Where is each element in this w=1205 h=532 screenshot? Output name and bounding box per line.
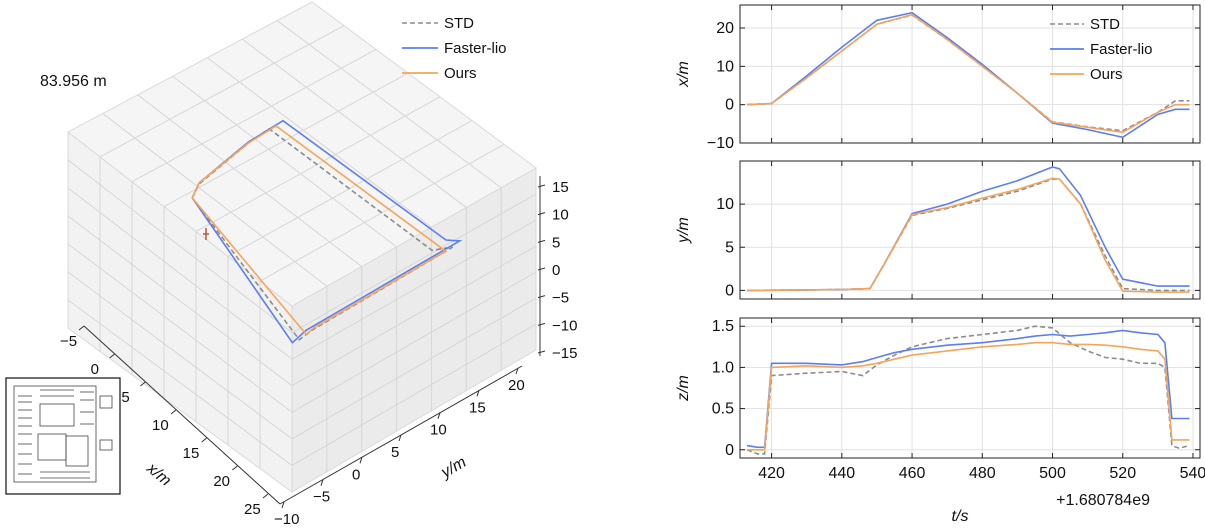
series-line-std bbox=[746, 325, 1190, 455]
floorplan-inset bbox=[5, 377, 121, 495]
y-tick-label: 0 bbox=[725, 442, 734, 459]
y-tick-label-3d: −10 bbox=[274, 511, 299, 527]
y-axis-label: x/m bbox=[675, 61, 692, 88]
z-tick-label-3d: 5 bbox=[552, 234, 560, 251]
y-tick-label: 1.5 bbox=[712, 318, 734, 335]
legend-3d-label-std: STD bbox=[444, 15, 474, 32]
y-tick-label-3d: 5 bbox=[391, 444, 399, 461]
legend-3d-label-fasterlio: Faster-lio bbox=[444, 40, 507, 57]
x-offset-label: +1.680784e9 bbox=[1056, 492, 1150, 509]
y-tick-label-3d: 15 bbox=[469, 399, 486, 416]
inset-floorplan bbox=[13, 385, 113, 483]
x-tick-label-3d: 25 bbox=[244, 501, 261, 518]
y-axis-label-3d: y/m bbox=[438, 454, 470, 482]
x-tick-label: 460 bbox=[899, 465, 926, 482]
z-tick-label-3d: −15 bbox=[552, 345, 577, 362]
y-tick-label-3d: −5 bbox=[313, 489, 330, 506]
x-tick-label-3d: 5 bbox=[121, 389, 129, 406]
series-line-fasterlio bbox=[746, 11, 1190, 139]
x-tick-label: 420 bbox=[758, 465, 785, 482]
legend-2d: STD Faster-lio Ours bbox=[1050, 16, 1153, 83]
inset-frame bbox=[5, 377, 121, 495]
x-tick-label: 440 bbox=[828, 465, 855, 482]
subplot-frame bbox=[739, 160, 1201, 300]
y-tick-label: 0 bbox=[725, 282, 734, 299]
x-axis-line bbox=[83, 325, 281, 505]
z-tick-label-3d: 15 bbox=[552, 179, 569, 196]
x-tick-label-3d: 10 bbox=[152, 417, 169, 434]
z-tick-label-3d: −5 bbox=[552, 290, 569, 307]
x-tick-label-3d: 20 bbox=[213, 473, 230, 490]
y-tick-label: 0.5 bbox=[712, 401, 734, 418]
subplot-frame bbox=[739, 317, 1201, 459]
series-line-ours bbox=[746, 177, 1190, 293]
axis-ticks-3d: −5 0 5 10 15 20 25 −10 −5 0 5 10 15 20 15 10 5 0 −5 −10 −15 bbox=[60, 179, 577, 528]
t-axis-label: t/s bbox=[952, 508, 969, 525]
legend-2d-label-std: STD bbox=[1090, 16, 1120, 33]
start-marker bbox=[203, 228, 209, 240]
y-tick-label: 0 bbox=[725, 97, 734, 114]
x-tick-label: 480 bbox=[969, 465, 996, 482]
y-tick-label: −10 bbox=[707, 135, 734, 152]
subplot-z: 0 0.5 1.0 1.5 420 440 460 480 500 520 540 z/m bbox=[675, 317, 1205, 482]
trajectory-3d-panel: −50510152025−10−505101520151050−5−10−15 … bbox=[40, 1, 577, 528]
y-tick-label: 5 bbox=[725, 239, 734, 256]
y-tick-label-3d: 10 bbox=[430, 422, 447, 439]
x-tick-label-3d: 0 bbox=[91, 361, 99, 378]
z-tick-label-3d: −10 bbox=[552, 317, 577, 334]
y-tick-label: 1.0 bbox=[712, 359, 734, 376]
series-line-ours bbox=[747, 341, 1190, 451]
legend-2d-label-ours: Ours bbox=[1090, 66, 1123, 83]
y-tick-label: 10 bbox=[716, 58, 734, 75]
z-tick-label-3d: 0 bbox=[552, 262, 560, 279]
x-axis-label-3d: x/m bbox=[143, 459, 174, 489]
x-tick-label: 520 bbox=[1109, 465, 1136, 482]
subplot-x: −10 0 10 20 x/m bbox=[675, 4, 1201, 152]
y-tick-label-3d: 20 bbox=[508, 377, 525, 394]
y-tick-label: 20 bbox=[716, 20, 734, 37]
y-axis-label: z/m bbox=[675, 375, 692, 402]
x-tick-label-3d: −5 bbox=[60, 333, 77, 350]
x-tick-label-3d: 15 bbox=[183, 445, 200, 462]
trajectory-3d-ours bbox=[191, 124, 448, 336]
subplot-y: 0 5 10 y/m bbox=[675, 160, 1201, 300]
y-tick-label: 10 bbox=[716, 196, 734, 213]
trajectory-lines bbox=[191, 119, 463, 344]
legend-3d-label-ours: Ours bbox=[444, 65, 477, 82]
z-tick-label-3d: 10 bbox=[552, 207, 569, 224]
y-tick-label-3d: 0 bbox=[352, 466, 360, 483]
series-line-fasterlio bbox=[746, 329, 1190, 449]
x-tick-label: 500 bbox=[1039, 465, 1066, 482]
series-line-ours bbox=[746, 13, 1190, 134]
x-tick-label: 540 bbox=[1180, 465, 1205, 482]
distance-annotation: 83.956 m bbox=[40, 73, 107, 90]
legend-2d-label-fasterlio: Faster-lio bbox=[1090, 41, 1153, 58]
subplot-frame bbox=[739, 4, 1201, 144]
legend-3d: STD Faster-lio Ours bbox=[402, 15, 507, 82]
y-axis-label: y/m bbox=[675, 217, 692, 244]
